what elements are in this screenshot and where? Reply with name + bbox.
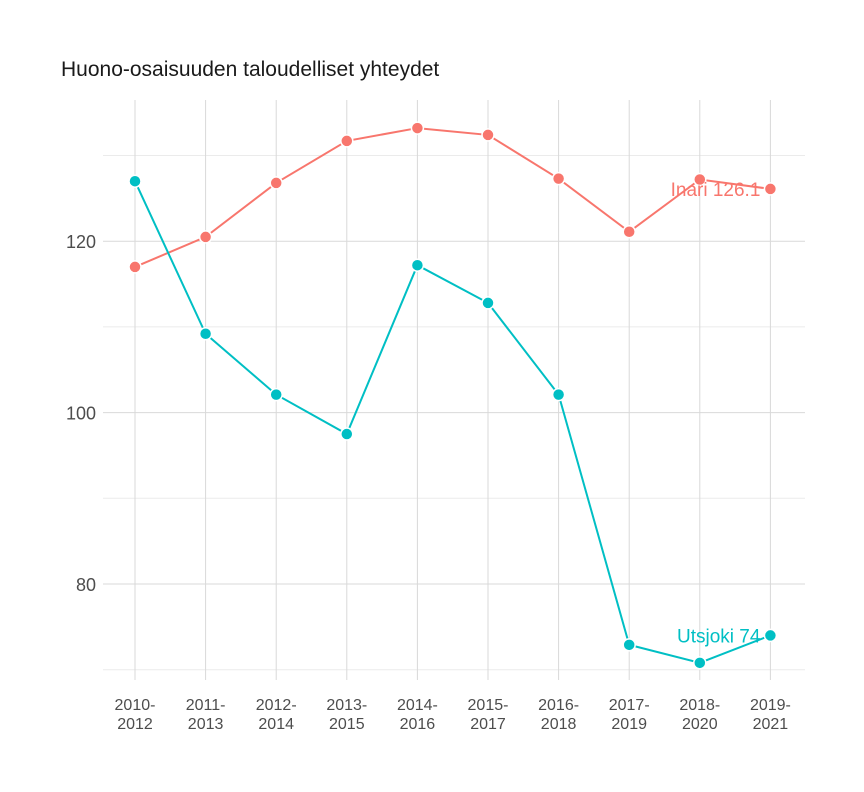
data-point-inari <box>551 171 566 186</box>
x-tick-label: 2013-2015 <box>326 697 367 733</box>
data-point-utsjoki <box>551 387 566 402</box>
series-end-label-utsjoki: Utsjoki 74 <box>677 626 761 647</box>
data-point-inari <box>693 172 707 187</box>
data-point-inari <box>269 176 283 190</box>
data-point-inari <box>410 121 425 135</box>
data-point-inari <box>128 260 142 274</box>
data-point-inari <box>622 225 636 239</box>
data-point-utsjoki <box>269 387 283 402</box>
x-tick-label: 2011-2013 <box>186 697 226 733</box>
data-point-utsjoki <box>622 638 636 652</box>
y-tick-label: 80 <box>76 575 96 595</box>
x-tick-label: 2010-2012 <box>115 697 156 733</box>
data-point-utsjoki <box>340 427 354 441</box>
data-point-inari <box>198 230 213 244</box>
data-point-utsjoki <box>198 327 213 341</box>
x-tick-label: 2017-2019 <box>609 697 650 733</box>
data-point-inari <box>340 134 354 148</box>
data-point-utsjoki <box>763 628 778 643</box>
data-point-utsjoki <box>128 174 142 188</box>
data-point-inari <box>481 128 495 142</box>
y-tick-label: 120 <box>66 232 96 252</box>
chart-title: Huono-osaisuuden taloudelliset yhteydet <box>61 58 439 81</box>
x-tick-label: 2019-2021 <box>750 697 791 733</box>
series-line-utsjoki <box>134 180 771 664</box>
x-tick-label: 2012-2014 <box>256 697 297 733</box>
data-point-utsjoki <box>410 258 425 272</box>
series-layer <box>128 121 778 670</box>
x-tick-label: 2015-2017 <box>468 697 509 733</box>
end-labels: Inari 126.1 Utsjoki 74 <box>671 180 761 647</box>
x-axis: 2010-2012 2011-2013 2012-2014 2013-2015 2014… <box>115 697 791 733</box>
data-point-utsjoki <box>693 656 707 670</box>
data-point-utsjoki <box>481 296 495 310</box>
y-tick-label: 100 <box>66 404 96 424</box>
x-tick-label: 2018-2020 <box>679 697 720 733</box>
x-tick-label: 2014-2016 <box>397 697 438 733</box>
data-point-inari <box>763 182 778 196</box>
series-end-label-inari: Inari 126.1 <box>671 180 761 201</box>
y-axis: 80 100 120 <box>66 232 96 595</box>
series-line-inari <box>134 127 771 268</box>
x-tick-label: 2016-2018 <box>538 697 579 733</box>
